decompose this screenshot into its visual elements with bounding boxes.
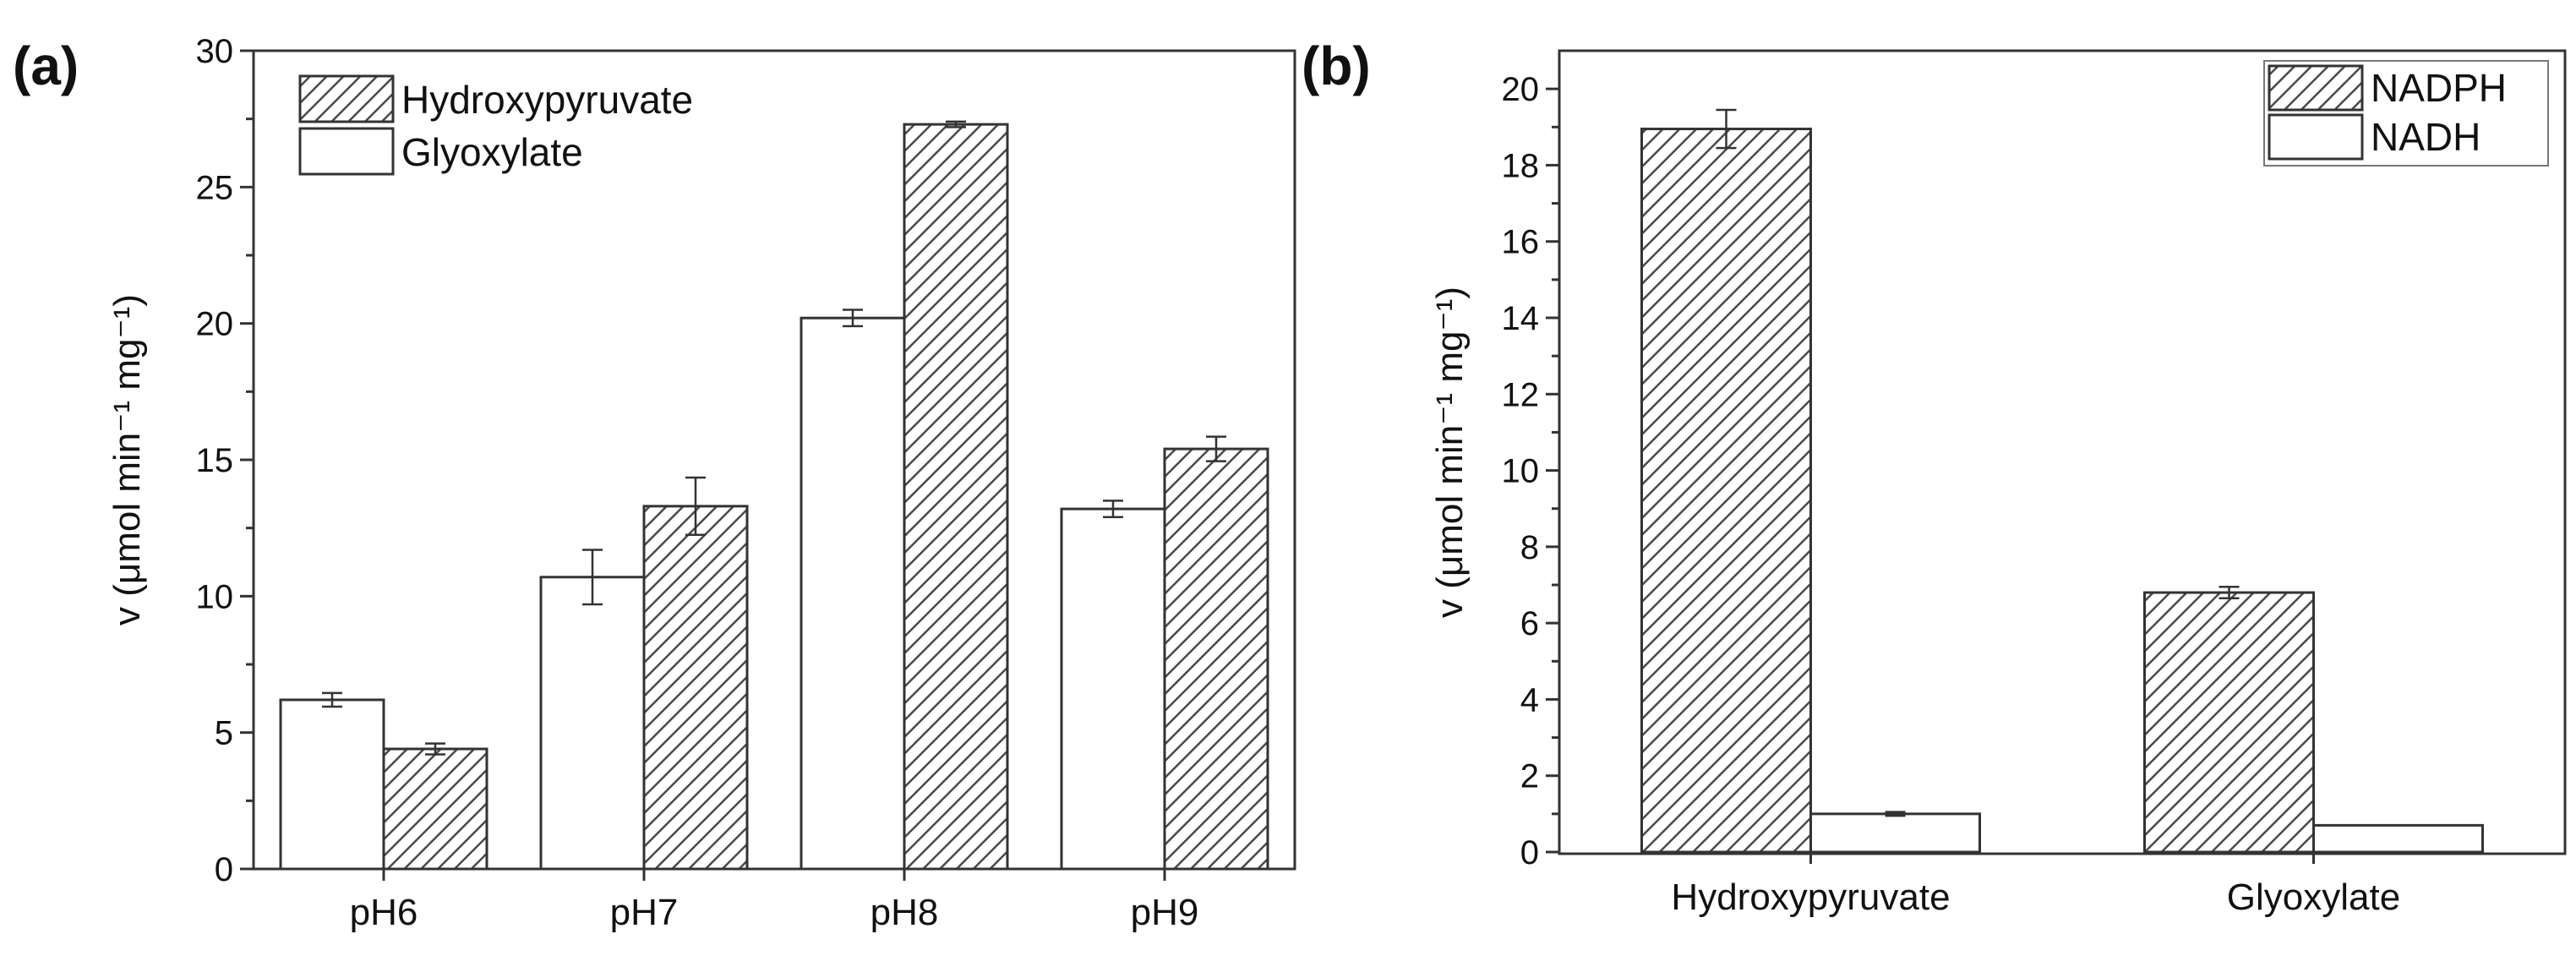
b-error-bar bbox=[1885, 811, 1906, 817]
a-legend-label-hydroxypyruvate: Hydroxypyruvate bbox=[401, 78, 693, 122]
a-error-bar bbox=[1206, 435, 1226, 462]
a-y-tick-label: 10 bbox=[196, 578, 234, 615]
a-error-bar bbox=[322, 691, 342, 708]
a-error-bar bbox=[843, 309, 863, 328]
a-error-bar bbox=[582, 549, 603, 606]
b-legend-swatch-nadph bbox=[2268, 64, 2364, 112]
b-y-tick-label: 8 bbox=[1520, 529, 1539, 566]
a-bar-hydroxypyruvate-ph6 bbox=[382, 747, 488, 871]
panel-b-y-axis-title: v (μmol min⁻¹ mg⁻¹) bbox=[1429, 287, 1471, 618]
panel-a-y-axis-title: v (μmol min⁻¹ mg⁻¹) bbox=[106, 294, 148, 625]
a-legend-swatch-glyoxylate bbox=[298, 127, 395, 176]
a-x-tick-label: pH6 bbox=[350, 892, 418, 933]
panel-b: (b) v (μmol min⁻¹ mg⁻¹) 0 2 4 6 8 10 12 14 16 18 2… bbox=[1302, 36, 2567, 918]
a-bar-glyoxylate-ph7 bbox=[539, 576, 646, 871]
a-bar-glyoxylate-ph9 bbox=[1060, 507, 1166, 871]
a-y-tick-label: 15 bbox=[196, 442, 234, 479]
b-y-tick-label: 18 bbox=[1502, 147, 1540, 184]
a-bar-glyoxylate-ph6 bbox=[279, 698, 385, 871]
a-y-tick-label: 30 bbox=[196, 33, 234, 70]
b-bar-nadph-hydroxypyruvate bbox=[1640, 128, 1812, 854]
a-y-tick-label: 0 bbox=[215, 851, 233, 888]
panel-a: (a) v (μmol min⁻¹ mg⁻¹) 0 5 10 15 20 25 30 pH6 p… bbox=[13, 33, 1296, 933]
b-y-tick-label: 12 bbox=[1502, 376, 1540, 413]
a-bar-hydroxypyruvate-ph8 bbox=[903, 123, 1009, 871]
a-bar-hydroxypyruvate-ph7 bbox=[642, 505, 749, 871]
a-error-bar bbox=[685, 476, 706, 536]
a-bar-hydroxypyruvate-ph9 bbox=[1163, 447, 1269, 871]
b-y-tick-label: 0 bbox=[1520, 834, 1539, 871]
a-error-bar bbox=[1103, 500, 1123, 519]
b-bar-nadh-hydroxypyruvate bbox=[1809, 812, 1981, 854]
a-x-tick-label: pH9 bbox=[1131, 892, 1199, 933]
a-y-tick-label: 25 bbox=[196, 169, 234, 206]
panel-b-frame bbox=[1558, 49, 2567, 855]
b-y-tick-label: 6 bbox=[1520, 605, 1539, 642]
a-y-tick-label: 20 bbox=[196, 306, 234, 343]
b-y-tick-label: 20 bbox=[1502, 71, 1540, 108]
panel-b-label: (b) bbox=[1302, 36, 1371, 96]
b-x-tick-label: Glyoxylate bbox=[2227, 877, 2400, 918]
b-y-tick-label: 14 bbox=[1502, 300, 1540, 337]
b-legend-label-nadph: NADPH bbox=[2371, 66, 2507, 110]
a-error-bar bbox=[946, 120, 966, 128]
b-y-tick-label: 10 bbox=[1502, 453, 1540, 490]
b-legend-label-nadh: NADH bbox=[2371, 115, 2480, 159]
a-y-tick-label: 5 bbox=[215, 715, 233, 752]
b-bar-nadh-glyoxylate bbox=[2312, 823, 2484, 854]
a-x-tick-label: pH8 bbox=[870, 892, 939, 933]
panel-a-label: (a) bbox=[13, 36, 79, 96]
b-y-tick-label: 4 bbox=[1520, 681, 1539, 718]
b-error-bar bbox=[2219, 586, 2240, 600]
b-y-tick-label: 2 bbox=[1520, 758, 1539, 795]
b-bar-nadph-glyoxylate bbox=[2143, 591, 2315, 854]
b-error-bar bbox=[1716, 108, 1737, 150]
a-legend-swatch-hydroxypyruvate bbox=[298, 74, 395, 123]
b-legend-swatch-nadh bbox=[2268, 113, 2364, 161]
a-legend-label-glyoxylate: Glyoxylate bbox=[401, 130, 583, 174]
a-error-bar bbox=[425, 742, 445, 756]
b-x-tick-label: Hydroxypyruvate bbox=[1671, 877, 1950, 918]
b-y-tick-label: 16 bbox=[1502, 224, 1540, 261]
a-bar-glyoxylate-ph8 bbox=[800, 316, 906, 871]
a-x-tick-label: pH7 bbox=[610, 892, 679, 933]
